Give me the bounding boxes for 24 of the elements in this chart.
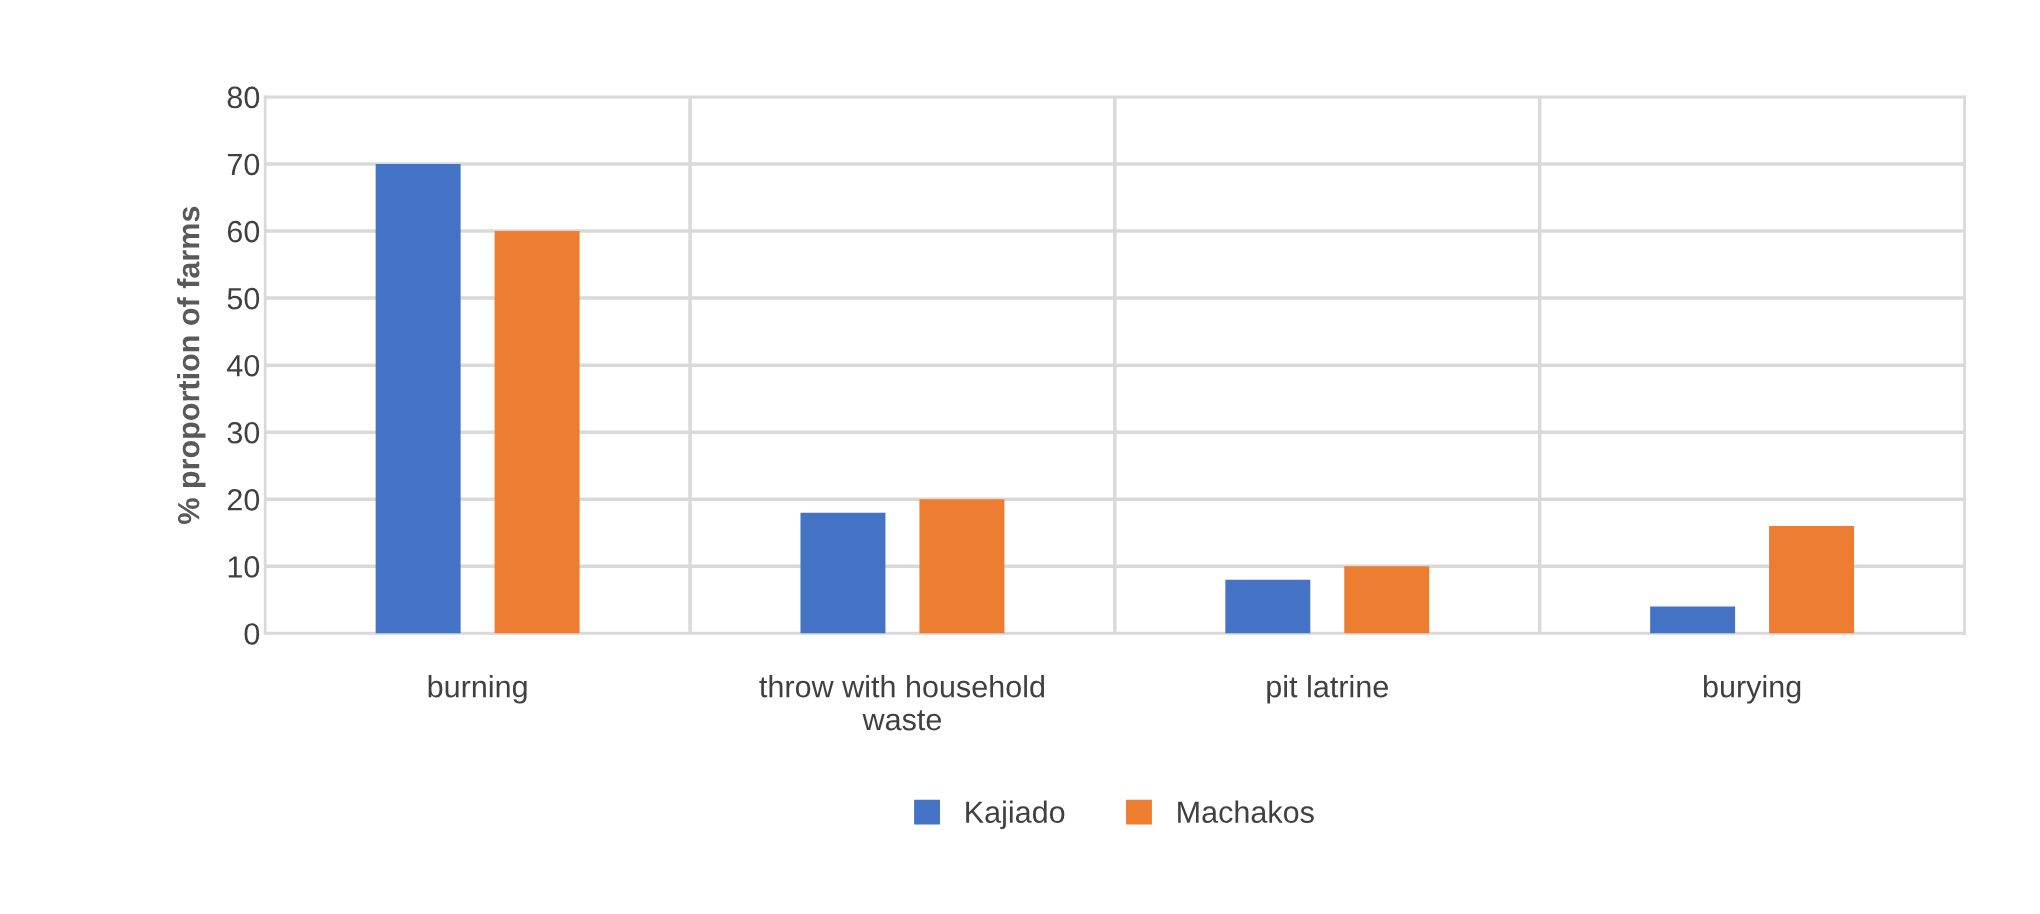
- x-tick-label: throw with household waste: [759, 675, 1045, 731]
- bar: [375, 163, 461, 634]
- legend-label: Machakos: [1178, 800, 1314, 823]
- bar: [1650, 606, 1736, 634]
- bar: [1344, 566, 1430, 634]
- x-tick-label: pit latrine: [1267, 675, 1388, 704]
- legend-label: Kajiado: [966, 800, 1065, 830]
- y-tick-label: 70: [227, 153, 260, 176]
- bar: [800, 512, 886, 634]
- bar: [494, 231, 580, 634]
- bar: [1769, 526, 1855, 634]
- bar: [919, 499, 1005, 634]
- y-tick-label: 60: [227, 220, 260, 243]
- y-tick-label: 50: [227, 287, 260, 310]
- x-tick-label: burning: [428, 675, 527, 704]
- y-tick-label: 10: [228, 556, 260, 578]
- y-tick-label: 20: [227, 489, 260, 511]
- y-axis-title: % proportion of farms: [177, 206, 206, 524]
- y-tick-label: 0: [244, 623, 260, 645]
- bar: [1225, 579, 1311, 634]
- x-tick-label: burying: [1703, 675, 1801, 704]
- y-tick-label: 80: [227, 86, 260, 109]
- y-tick-label: 30: [227, 421, 260, 444]
- y-tick-label: 40: [227, 354, 260, 377]
